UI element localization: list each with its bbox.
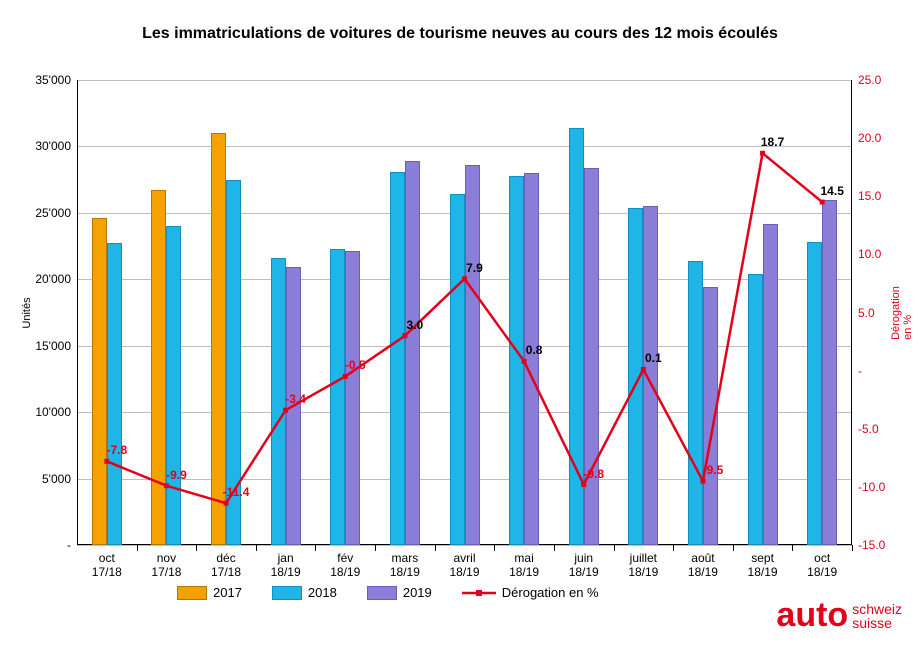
x-tick-l2: 18/19	[375, 565, 435, 579]
line-value-label: -9.5	[703, 463, 724, 477]
x-tick-l1: sept	[733, 551, 793, 565]
y-left-tick: 30'000	[35, 139, 77, 153]
y-axis-left-label: Unités	[21, 297, 33, 328]
legend-line-swatch	[462, 587, 496, 599]
x-tick-l1: mai	[494, 551, 554, 565]
line-value-label: -9.9	[166, 468, 187, 482]
line-value-label: 18.7	[761, 135, 784, 149]
legend-label: 2019	[403, 585, 432, 600]
x-tick-l2: 18/19	[435, 565, 495, 579]
x-tick-l2: 17/18	[77, 565, 137, 579]
x-tick-l2: 18/19	[792, 565, 852, 579]
y-axis-right-label: Dérogation en %	[890, 286, 914, 340]
x-tick-label: déc17/18	[196, 551, 256, 580]
x-tick-l2: 18/19	[256, 565, 316, 579]
y-right-tick: -	[852, 364, 862, 378]
x-tick-l2: 18/19	[673, 565, 733, 579]
y-right-tick: 25.0	[852, 73, 881, 87]
gridline	[77, 545, 852, 546]
x-tick-l1: oct	[77, 551, 137, 565]
line-value-label: -0.5	[345, 358, 366, 372]
line-value-label: 0.8	[526, 343, 543, 357]
legend-item: 2019	[367, 585, 432, 600]
y-left-tick: 20'000	[35, 272, 77, 286]
legend-label: 2018	[308, 585, 337, 600]
legend-item: 2018	[272, 585, 337, 600]
x-tick-l1: juillet	[614, 551, 674, 565]
legend-item: 2017	[177, 585, 242, 600]
x-tick-l1: déc	[196, 551, 256, 565]
legend: 2017 2018 2019 Dérogation en %	[177, 585, 599, 600]
legend-swatch	[177, 586, 207, 600]
line-value-label: -3.4	[285, 392, 306, 406]
chart-title: Les immatriculations de voitures de tour…	[0, 25, 920, 43]
line-value-label: -9.8	[583, 467, 604, 481]
y-right-tick: -5.0	[852, 422, 879, 436]
derogation-line	[77, 80, 852, 545]
line-value-label: 0.1	[645, 351, 662, 365]
x-tick-l1: avril	[435, 551, 495, 565]
line-value-label: 3.0	[407, 318, 424, 332]
y-right-tick: -10.0	[852, 480, 885, 494]
x-tick-l1: août	[673, 551, 733, 565]
legend-swatch	[367, 586, 397, 600]
x-tick-label: jan18/19	[256, 551, 316, 580]
y-left-tick: 5'000	[42, 472, 77, 486]
x-tick-l2: 17/18	[196, 565, 256, 579]
x-tick-label: fév18/19	[315, 551, 375, 580]
y-right-tick: 5.0	[852, 306, 875, 320]
x-tick-label: sept18/19	[733, 551, 793, 580]
y-right-tick: 15.0	[852, 189, 881, 203]
x-tick-l1: mars	[375, 551, 435, 565]
y-left-tick: 10'000	[35, 405, 77, 419]
x-tick-l2: 18/19	[315, 565, 375, 579]
x-tick-mark	[852, 545, 853, 551]
y-left-tick: 25'000	[35, 206, 77, 220]
x-tick-l2: 17/18	[137, 565, 197, 579]
x-tick-label: avril18/19	[435, 551, 495, 580]
line-value-label: 14.5	[821, 184, 844, 198]
x-tick-label: oct17/18	[77, 551, 137, 580]
x-tick-label: juillet18/19	[614, 551, 674, 580]
line-value-label: -11.4	[223, 485, 250, 499]
x-tick-label: mars18/19	[375, 551, 435, 580]
x-tick-l1: juin	[554, 551, 614, 565]
x-tick-l2: 18/19	[554, 565, 614, 579]
x-tick-l1: nov	[137, 551, 197, 565]
x-tick-label: juin18/19	[554, 551, 614, 580]
line-value-label: 7.9	[466, 261, 483, 275]
y-left-tick: -	[67, 538, 77, 552]
x-tick-l2: 18/19	[494, 565, 554, 579]
x-tick-label: août18/19	[673, 551, 733, 580]
y-right-tick: -15.0	[852, 538, 885, 552]
y-left-tick: 15'000	[35, 339, 77, 353]
x-tick-l1: oct	[792, 551, 852, 565]
legend-swatch	[272, 586, 302, 600]
x-tick-l1: jan	[256, 551, 316, 565]
y-right-tick: 20.0	[852, 131, 881, 145]
logo: auto schweiz suisse	[776, 596, 902, 635]
y-right-tick: 10.0	[852, 247, 881, 261]
line-value-label: -7.8	[106, 443, 127, 457]
plot-area: -5'00010'00015'00020'00025'00030'00035'0…	[77, 80, 852, 545]
x-tick-label: oct18/19	[792, 551, 852, 580]
x-tick-l2: 18/19	[733, 565, 793, 579]
logo-main: auto	[776, 596, 848, 635]
x-tick-label: nov17/18	[137, 551, 197, 580]
legend-label: Dérogation en %	[502, 585, 599, 600]
legend-label: 2017	[213, 585, 242, 600]
legend-item: Dérogation en %	[462, 585, 599, 600]
x-tick-l1: fév	[315, 551, 375, 565]
x-tick-l2: 18/19	[614, 565, 674, 579]
y-left-tick: 35'000	[35, 73, 77, 87]
logo-sub2: suisse	[852, 616, 902, 630]
x-tick-label: mai18/19	[494, 551, 554, 580]
logo-sub1: schweiz	[852, 602, 902, 616]
